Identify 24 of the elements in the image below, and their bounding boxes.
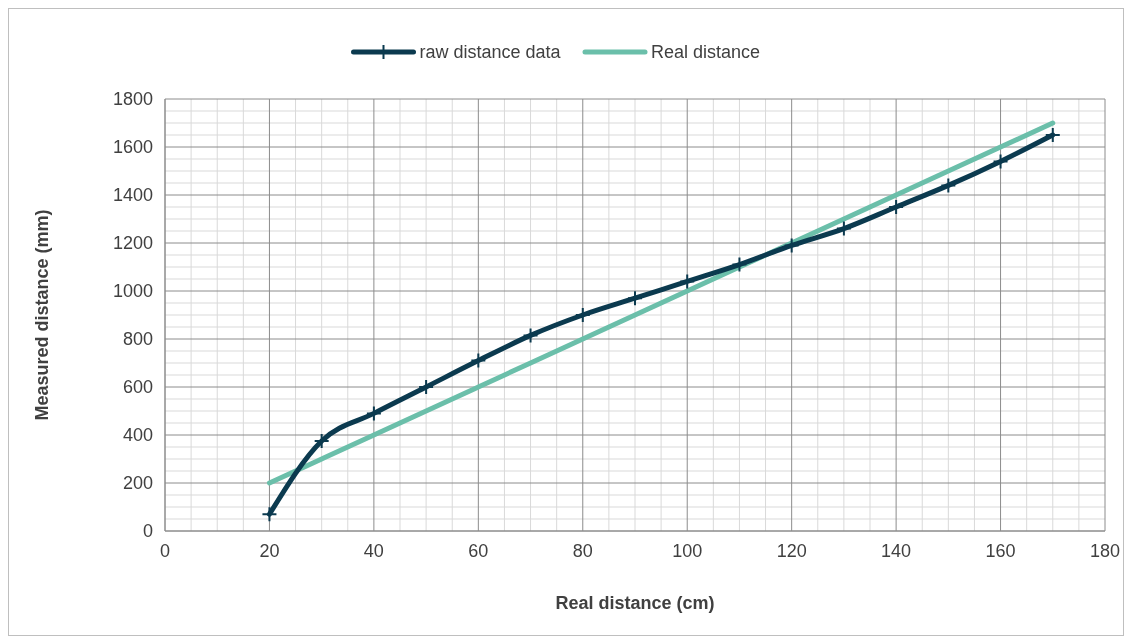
y-tick-label: 1000 [112,281,153,301]
y-tick-label: 1400 [112,185,153,205]
x-tick-label: 80 [572,541,593,561]
x-tick-label: 40 [363,541,384,561]
legend-label: raw distance data [419,42,562,62]
y-tick-label: 1800 [112,89,153,109]
x-tick-label: 180 [1089,541,1121,561]
x-axis-title: Real distance (cm) [555,593,715,613]
y-axis-title: Measured distance (mm) [32,209,52,421]
y-tick-label: 200 [122,473,153,493]
y-tick-label: 1200 [112,233,153,253]
x-tick-label: 120 [776,541,807,561]
y-tick-label: 1600 [112,137,153,157]
x-tick-label: 140 [881,541,912,561]
legend-label: Real distance [651,42,761,62]
x-tick-label: 0 [159,541,171,561]
y-tick-label: 800 [122,329,153,349]
x-tick-label: 100 [672,541,703,561]
y-tick-label: 600 [122,377,153,397]
y-tick-label: 0 [142,521,153,541]
x-tick-label: 160 [985,541,1016,561]
x-tick-label: 60 [468,541,489,561]
x-tick-label: 20 [259,541,280,561]
y-tick-label: 400 [122,425,153,445]
